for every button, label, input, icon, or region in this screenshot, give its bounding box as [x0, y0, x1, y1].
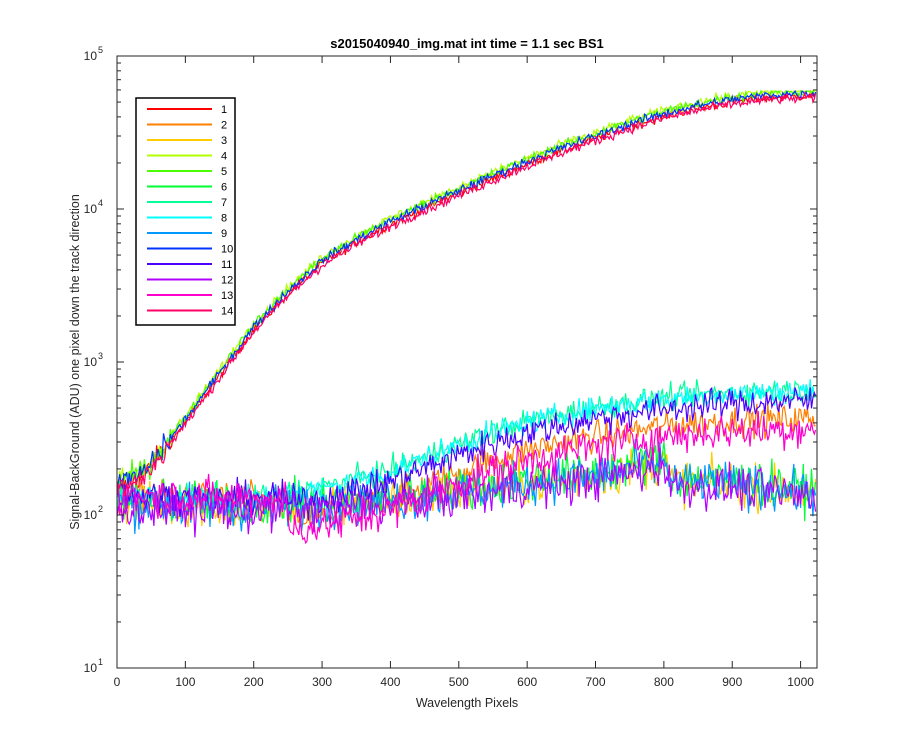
x-tick-label: 100: [175, 675, 195, 689]
y-tick-label: 10: [84, 508, 98, 522]
y-tick-exponent: 4: [98, 198, 103, 208]
y-tick-exponent: 1: [98, 657, 103, 667]
x-tick-label: 800: [654, 675, 674, 689]
legend-label: 12: [221, 275, 233, 287]
legend-item: 2: [147, 120, 227, 132]
series-line-12: [116, 447, 817, 538]
x-tick-label: 300: [312, 675, 332, 689]
x-tick-label: 600: [517, 675, 537, 689]
legend-item: 14: [147, 306, 233, 318]
legend-item: 7: [147, 197, 227, 209]
y-tick-label: 10: [84, 661, 98, 675]
legend-label: 3: [221, 135, 227, 147]
legend-item: 11: [147, 259, 232, 271]
legend-label: 2: [221, 120, 227, 132]
x-axis-label: Wavelength Pixels: [416, 696, 518, 710]
y-tick-exponent: 2: [98, 504, 103, 514]
legend-label: 7: [221, 197, 227, 209]
series-line-14: [116, 91, 817, 496]
series-group: [116, 89, 817, 545]
legend-label: 8: [221, 213, 227, 225]
legend-label: 4: [221, 151, 227, 163]
legend-item: 4: [147, 151, 227, 163]
series-line-10: [116, 89, 817, 498]
legend-label: 1: [221, 104, 227, 116]
legend-label: 10: [221, 244, 233, 256]
legend-item: 5: [147, 166, 227, 178]
x-tick-label: 200: [244, 675, 264, 689]
legend-label: 11: [221, 259, 232, 271]
x-tick-label: 400: [380, 675, 400, 689]
y-tick-exponent: 5: [98, 45, 103, 55]
y-tick-label: 10: [84, 202, 98, 216]
legend-item: 8: [147, 213, 227, 225]
legend-item: 12: [147, 275, 233, 287]
legend-item: 6: [147, 182, 227, 194]
legend-box: [135, 97, 236, 326]
legend-label: 9: [221, 228, 227, 240]
y-axis-label: Signal-BackGround (ADU) one pixel down t…: [68, 194, 82, 530]
legend-item: 3: [147, 135, 227, 147]
x-tick-label: 700: [586, 675, 606, 689]
legend-item: 9: [147, 228, 227, 240]
legend-item: 13: [147, 290, 233, 302]
legend-label: 5: [221, 166, 227, 178]
legend-item: 10: [147, 244, 233, 256]
x-ticks: 0 100 200 300 400 500 600 700 800 900 1000: [114, 56, 814, 689]
legend-item: 1: [147, 104, 227, 116]
x-tick-label: 1000: [787, 675, 814, 689]
series-line-11: [116, 386, 817, 521]
series-line-13: [116, 410, 817, 545]
x-tick-label: 0: [114, 675, 121, 689]
legend-label: 14: [221, 306, 233, 318]
y-tick-label: 10: [84, 49, 98, 63]
y-tick-exponent: 3: [98, 351, 103, 361]
y-tick-label: 10: [84, 355, 98, 369]
legend-label: 6: [221, 182, 227, 194]
x-tick-label: 500: [449, 675, 469, 689]
chart-title: s2015040940_img.mat int time = 1.1 sec B…: [330, 36, 604, 51]
x-tick-label: 900: [722, 675, 742, 689]
legend-label: 13: [221, 290, 233, 302]
